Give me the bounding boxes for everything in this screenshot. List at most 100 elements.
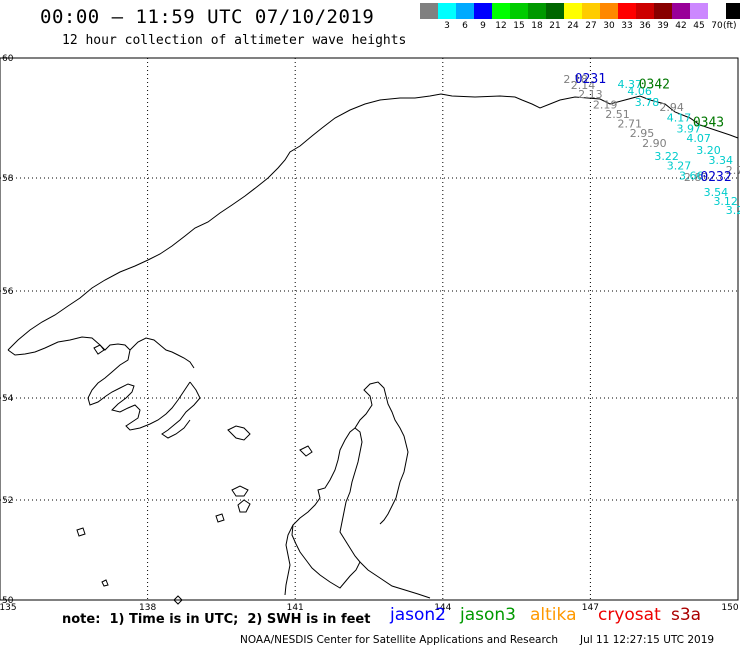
wave-height-label: 3.20	[696, 144, 721, 157]
wave-height-label: 3.22	[654, 150, 679, 163]
legend-label: 36	[639, 21, 651, 31]
wave-height-label: 3.12	[713, 195, 738, 208]
legend-label: 3	[444, 21, 450, 31]
wave-height-label: 3.34	[709, 154, 734, 167]
satellite-name: jason3	[460, 605, 516, 625]
lon-tick-label: 147	[582, 603, 599, 613]
island-4	[76, 527, 86, 537]
island-2	[231, 485, 249, 497]
island-7	[299, 445, 313, 457]
legend-label: 6	[462, 21, 468, 31]
wave-height-label: 2.71	[618, 118, 643, 131]
legend-label: 39	[657, 21, 669, 31]
legend-swatch: 24	[564, 3, 582, 31]
wave-height-label: 2.14	[571, 79, 596, 92]
legend-swatch: 39	[654, 3, 672, 31]
legend-label: 9	[480, 21, 486, 31]
lat-tick-label: 54	[2, 394, 14, 404]
lat-tick-label: 56	[2, 287, 14, 297]
legend-label: 33	[621, 21, 633, 31]
legend-swatch: 42	[672, 3, 690, 31]
coastline	[7, 93, 739, 605]
island-8	[173, 595, 183, 605]
credit-line: NOAA/NESDIS Center for Satellite Applica…	[240, 634, 558, 646]
legend-swatch: 9	[474, 3, 492, 31]
lat-tick-label: 60	[2, 54, 14, 64]
coastline-west-2	[129, 337, 195, 369]
wave-height-label: 3.21	[726, 204, 740, 217]
pass-time-label: 0232	[700, 170, 731, 185]
legend-label: 15	[513, 21, 525, 31]
lon-tick-label: 138	[139, 603, 156, 613]
footer-note: note: 1) Time is in UTC; 2) SWH is in fe…	[62, 612, 371, 627]
legend-swatch: 70	[708, 3, 726, 31]
map-subtitle: 12 hour collection of altimeter wave hei…	[62, 33, 407, 48]
wave-height-label: 4.17	[667, 112, 692, 125]
wave-height-label: 3.66	[679, 170, 704, 183]
lat-lon-grid	[0, 57, 739, 601]
wave-height-label: 2.76	[726, 164, 740, 177]
legend-label: 45	[693, 21, 705, 31]
coastline-southwest	[284, 524, 294, 596]
wave-height-label: 3.54	[704, 186, 729, 199]
legend-swatch: 33	[618, 3, 636, 31]
island-9	[93, 344, 105, 355]
legend-swatch: 36	[636, 3, 654, 31]
legend-label: 70	[711, 21, 723, 31]
axis-labels: 135 138 141 144 147 150 60 58 56 54 52 50	[0, 54, 739, 613]
island-6	[101, 579, 109, 587]
legend-swatch: 18	[528, 3, 546, 31]
satellite-name: s3a	[671, 605, 702, 625]
coastline-main	[7, 93, 739, 351]
legend-unit: (ft)	[723, 21, 737, 31]
pass-time-label: 0342	[639, 78, 670, 93]
generation-timestamp: Jul 11 12:27:15 UTC 2019	[580, 634, 715, 646]
wave-height-label: 2.13	[578, 88, 603, 101]
legend-swatch: 12	[492, 3, 510, 31]
legend-label: 30	[603, 21, 615, 31]
wave-height-label: 4.37	[618, 78, 643, 91]
legend-label: 18	[531, 21, 543, 31]
coastline-sakhalin	[161, 381, 201, 439]
coastline-west	[7, 336, 191, 431]
coastline-east	[354, 381, 409, 525]
lat-tick-label: 50	[2, 596, 14, 606]
wave-height-label: 3.27	[667, 160, 692, 173]
wave-height-label: 2.51	[605, 108, 630, 121]
wave-height-label: 4.06	[627, 85, 652, 98]
legend-label: 24	[567, 21, 579, 31]
wave-height-label: 3.78	[635, 96, 660, 109]
island-3	[237, 499, 251, 513]
legend-swatch	[726, 3, 740, 19]
map-title: 00:00 – 11:59 UTC 07/10/2019	[40, 6, 375, 28]
legend-swatch: 45	[690, 3, 708, 31]
wave-height-label: 2.90	[642, 137, 667, 150]
lat-tick-label: 58	[2, 174, 14, 184]
altimeter-track-labels: 2.182.142.132.192.512.712.952.90 2.94 2.83…	[563, 72, 740, 220]
lon-tick-label: 135	[0, 603, 17, 613]
pass-time-label: 0343	[693, 115, 724, 130]
wave-height-label: 4.07	[686, 132, 711, 145]
wave-height-label: 2.19	[593, 98, 618, 111]
satellite-name: cryosat	[598, 605, 661, 625]
pass-time-label: 0231	[575, 72, 606, 87]
legend-swatch	[420, 3, 438, 19]
island-1	[227, 425, 251, 441]
legend-swatch: 30	[600, 3, 618, 31]
lon-tick-label: 141	[287, 603, 304, 613]
legend-label: 27	[585, 21, 597, 31]
map-frame	[0, 57, 739, 601]
lat-tick-label: 52	[2, 496, 13, 506]
sakhalin-island	[291, 427, 363, 589]
legend-swatch: 6	[456, 3, 474, 31]
legend-swatch: 15	[510, 3, 528, 31]
coastline-south	[359, 561, 431, 599]
satellite-name: jason2	[390, 605, 446, 625]
legend-swatch: 27	[582, 3, 600, 31]
wave-height-label: 2.18	[563, 73, 588, 86]
legend-label: 12	[495, 21, 507, 31]
color-scale-legend: 3 6 9 12 15 18 21 24 27 30 33 36 39 42 45 70	[420, 3, 740, 31]
lon-tick-label: 144	[434, 603, 451, 613]
legend-swatch: 21	[546, 3, 564, 31]
